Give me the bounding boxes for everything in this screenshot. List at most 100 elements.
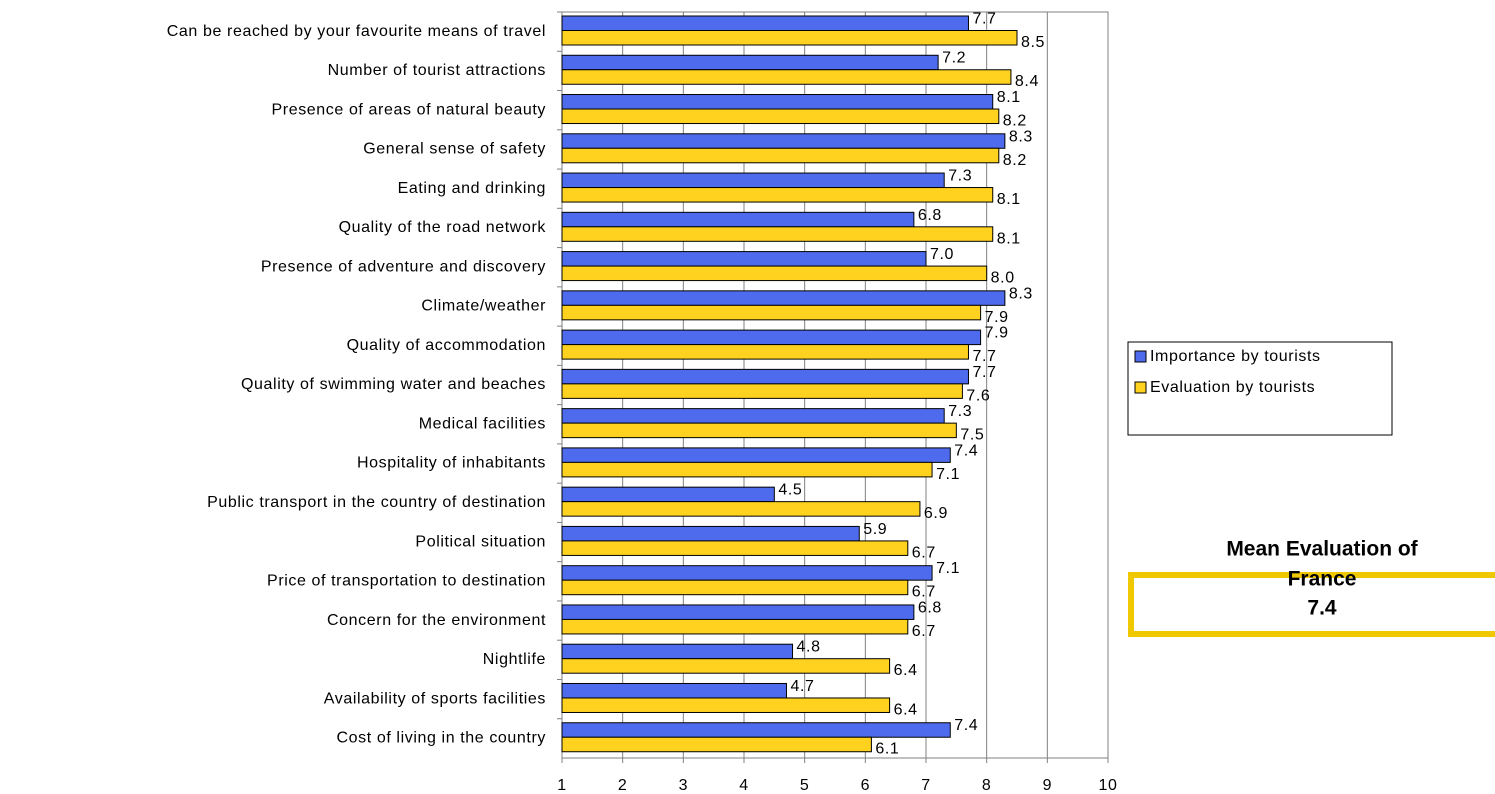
value-label: 7.1 [936,560,960,577]
y-tick-label: Cost of living in the country [337,730,547,747]
bar [561,579,909,596]
bar [561,658,891,674]
bar [561,422,957,439]
y-tick-label: Eating and drinking [398,180,546,197]
bar [561,133,1006,149]
x-tick-label: 7 [921,777,931,794]
bar [561,604,915,620]
y-tick-label: Concern for the environment [327,612,546,629]
bar [561,461,933,478]
y-tick-label: Climate/weather [421,298,546,315]
bar [561,447,951,463]
value-label: 6.9 [924,505,948,522]
bar [561,618,909,635]
x-tick-label: 2 [618,777,628,794]
bar [561,290,1006,306]
value-label: 6.7 [912,623,936,640]
value-label: 7.7 [972,10,996,27]
y-tick-label: Public transport in the country of desti… [207,494,546,511]
x-tick-label: 1 [557,777,567,794]
bar [561,565,933,581]
value-label: 8.1 [997,230,1021,247]
bar [561,682,787,699]
value-label: 8.1 [997,89,1021,106]
value-label: 7.3 [948,168,972,185]
plot: 1 2 3 4 5 6 7 8 9 10 Can be reached by your favour… [167,10,1118,794]
value-label: 6.1 [875,741,899,758]
y-tick-label: Medical facilities [419,415,546,432]
legend-label: Evaluation by tourists [1150,379,1315,396]
value-label: 8.2 [1003,152,1027,169]
annotation-text: Mean Evaluation of [1226,538,1418,561]
bar [561,525,860,542]
y-tick-label: Quality of the road network [339,219,547,236]
y-tick-label: Hospitality of inhabitants [357,455,546,472]
value-label: 7.6 [966,387,990,404]
x-tick-label: 3 [679,777,689,794]
value-label: 6.4 [894,662,918,679]
value-label: 6.4 [894,701,918,718]
value-label: 7.7 [972,348,996,365]
y-tick-label: Quality of accommodation [347,337,546,354]
value-label: 7.5 [960,427,984,444]
value-label: 8.3 [1009,285,1033,302]
value-label: 8.5 [1021,34,1045,51]
bar [561,368,969,385]
y-tick-label: Number of tourist attractions [328,62,546,79]
y-tick-label: Availability of sports facilities [324,690,546,707]
bar [561,329,982,346]
bar [561,226,994,242]
bar [561,722,951,738]
legend-frame [1127,341,1393,436]
bar [561,486,775,503]
x-tick-label: 9 [1043,777,1053,794]
value-label: 7.4 [954,717,978,734]
annotation-text: France [1288,568,1357,591]
value-label: 4.5 [778,482,802,499]
value-label: 4.7 [790,678,814,695]
legend: Importance by tourists Evaluation by tour… [1127,341,1393,436]
y-tick-label: Presence of areas of natural beauty [272,101,547,118]
bar [561,30,1018,46]
y-tick-label: General sense of safety [363,141,546,158]
y-tick-label: Presence of adventure and discovery [261,258,546,275]
bar [561,108,1000,125]
value-label: 6.7 [912,584,936,601]
x-tick-label: 6 [861,777,871,794]
bar [561,172,945,189]
value-label: 8.3 [1009,128,1033,145]
bar [561,383,963,399]
value-label: 7.1 [936,466,960,483]
bar [561,501,921,517]
value-label: 7.4 [954,442,978,459]
value-label: 7.3 [948,403,972,420]
bar [561,69,1012,85]
value-label: 7.0 [930,246,954,263]
value-label: 7.9 [985,309,1009,326]
x-tick-label: 4 [739,777,749,794]
annotation-box: Mean Evaluation of France 7.4 [1128,538,1495,637]
bar [561,265,988,282]
value-label: 8.1 [997,191,1021,208]
bar [561,697,891,713]
value-label: 4.8 [797,639,821,656]
x-tick-label: 5 [800,777,810,794]
bar [561,736,872,753]
y-tick-label: Political situation [415,533,546,550]
bar [561,344,969,360]
legend-label: Importance by tourists [1150,348,1321,365]
bar [561,643,794,660]
y-tick-label: Can be reached by your favourite means o… [167,23,546,40]
value-label: 7.9 [985,325,1009,342]
bar [561,147,1000,164]
x-tick-label: 10 [1099,777,1118,794]
y-tick-label: Nightlife [483,651,546,668]
bar [561,94,994,110]
bar [561,187,994,203]
value-label: 8.2 [1003,112,1027,129]
bar [561,54,939,71]
value-label: 8.4 [1015,73,1039,90]
bar [561,304,982,321]
value-label: 6.8 [918,599,942,616]
